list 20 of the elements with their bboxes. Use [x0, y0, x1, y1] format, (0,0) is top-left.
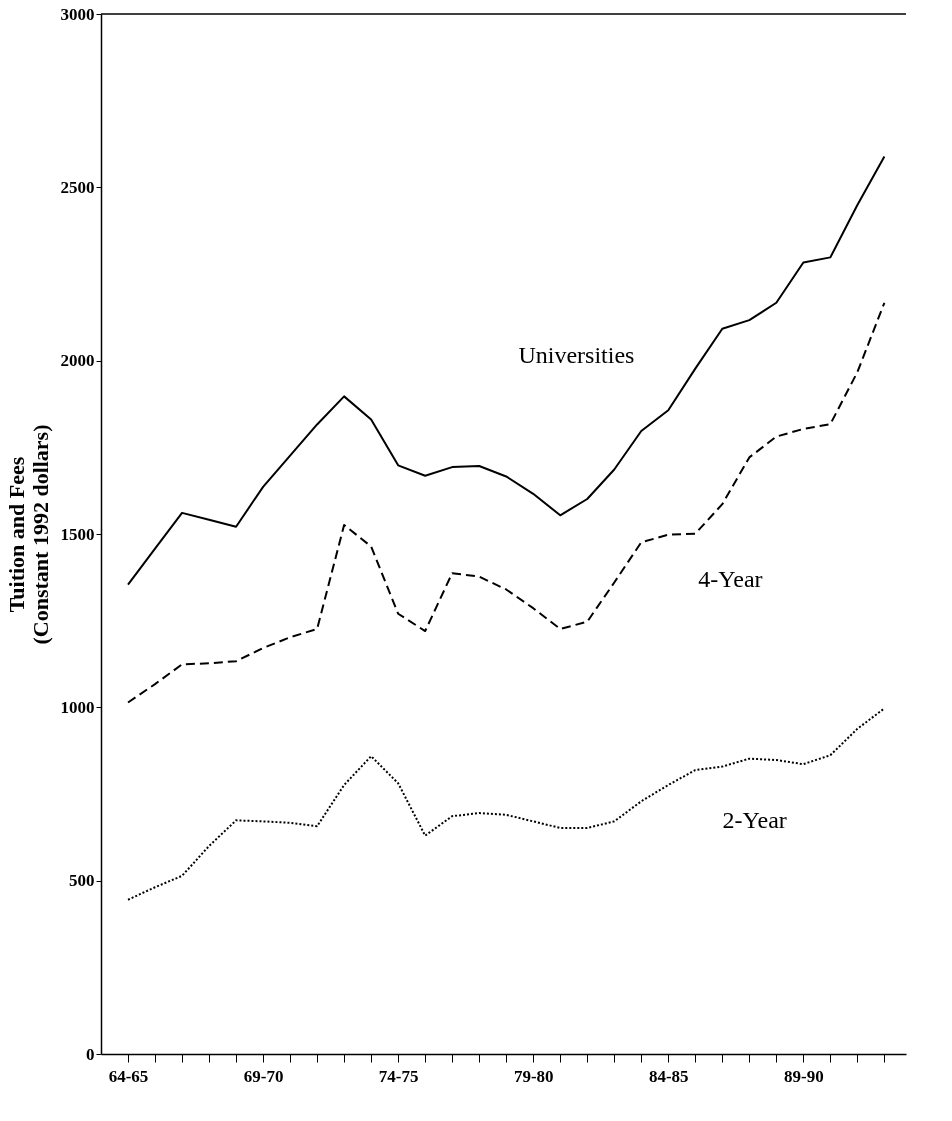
x-tick-label: 84-85 — [648, 1066, 689, 1086]
x-tick-label: 89-90 — [784, 1066, 824, 1086]
y-tick-label: 1500 — [60, 524, 95, 544]
y-tick-label: 500 — [69, 871, 95, 891]
y-tick-label: 2500 — [60, 177, 95, 197]
x-tick-label: 69-70 — [243, 1066, 284, 1086]
y-axis-title: Tuition and Fees (Constant 1992 dollars) — [3, 424, 53, 645]
series-label: 2-Year — [722, 806, 787, 833]
line-series — [127, 301, 886, 704]
y-tick-label: 3000 — [60, 4, 95, 24]
y-tick-label: 0 — [86, 1044, 95, 1064]
x-tick-label: 74-75 — [378, 1066, 419, 1086]
text: Universities — [518, 341, 635, 368]
x-tick-label: 64-65 — [108, 1066, 149, 1086]
line-series — [127, 155, 886, 586]
y-tick-label: 1000 — [60, 697, 95, 717]
series-label: 4-Year — [698, 566, 763, 593]
x-tick-label: 79-80 — [513, 1066, 554, 1086]
line-series — [127, 707, 886, 901]
y-tick-label: 2000 — [60, 351, 95, 371]
